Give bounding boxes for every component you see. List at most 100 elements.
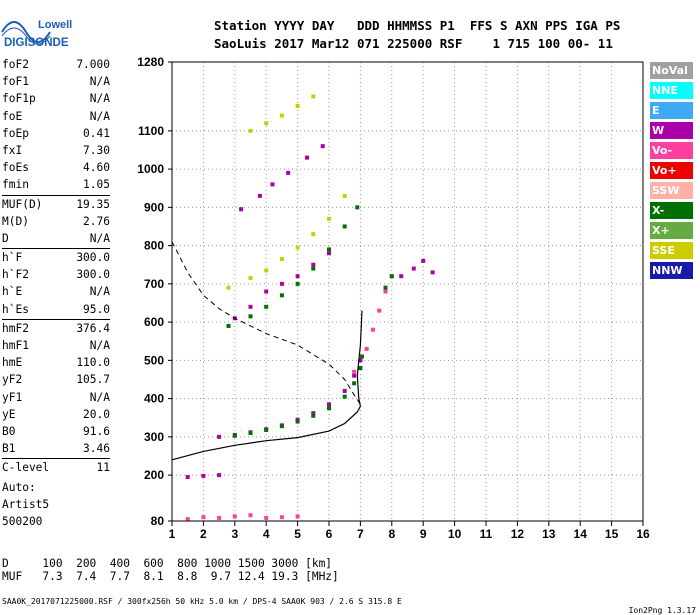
x-tick-label: 11 <box>480 527 493 541</box>
echo-point <box>359 354 364 359</box>
digisonde-wave-icon: Lowell DIGISONDE <box>1 19 72 49</box>
param-label: yF2 <box>2 373 23 387</box>
param-row: foF1 N/A <box>2 73 110 90</box>
param-row: foF1p N/A <box>2 90 110 107</box>
echo-point <box>342 224 347 229</box>
param-label: M(D) <box>2 214 29 228</box>
legend-item-noval: NoVal <box>650 62 693 79</box>
param-label: foF1p <box>2 92 36 106</box>
legend-item-w: W <box>650 122 693 139</box>
echo-point <box>320 144 325 149</box>
echo-point <box>421 258 426 263</box>
param-row: foF2 7.000 <box>2 56 110 73</box>
echo-point <box>279 293 284 298</box>
echo-point <box>295 245 300 250</box>
y-tick-label: 800 <box>144 239 164 253</box>
param-label: B0 <box>2 424 16 438</box>
echo-point <box>264 268 269 273</box>
echo-point <box>377 308 382 313</box>
autoscale-info: Auto: Artist5 500200 <box>2 479 49 530</box>
param-value: 4.60 <box>83 161 110 175</box>
density-profile-line <box>171 310 363 461</box>
echo-point <box>430 270 435 275</box>
y-tick-label: 1280 <box>137 55 164 69</box>
param-separator <box>2 318 110 320</box>
param-value: 95.0 <box>83 302 110 316</box>
auto-line1: Auto: <box>2 481 36 494</box>
param-row: h`F2 300.0 <box>2 266 110 283</box>
param-row: yF2 105.7 <box>2 371 110 388</box>
param-label: foF1 <box>2 75 29 89</box>
x-tick-label: 10 <box>448 527 462 541</box>
param-value: 7.000 <box>76 58 110 71</box>
echo-point <box>270 182 275 187</box>
echo-point <box>185 517 190 522</box>
param-separator <box>2 458 110 460</box>
echo-point <box>201 473 206 478</box>
echo-point <box>279 113 284 118</box>
param-row: hmF2 376.4 <box>2 320 110 337</box>
legend-item-x: X+ <box>650 222 693 239</box>
legend-item-nne: NNE <box>650 82 693 99</box>
echo-point <box>226 285 231 290</box>
echo-point <box>399 274 404 279</box>
header-line2: SaoLuis 2017 Mar12 071 225000 RSF 1 715 … <box>214 36 613 51</box>
param-value: 7.30 <box>83 143 110 157</box>
y-tick-label: 300 <box>144 430 164 444</box>
legend-item-vo: Vo- <box>650 142 693 159</box>
param-label: hmF1 <box>2 339 29 352</box>
y-tick-label: 200 <box>144 468 164 482</box>
echo-point <box>311 411 316 416</box>
echo-point <box>370 327 375 332</box>
param-row: fmin 1.05 <box>2 176 110 193</box>
echo-point <box>248 276 253 281</box>
echo-point <box>411 266 416 271</box>
y-tick-label: 1000 <box>137 162 164 176</box>
x-tick-label: 3 <box>231 527 238 541</box>
echo-point <box>264 289 269 294</box>
legend-item-sse: SSE <box>650 242 693 259</box>
echo-point <box>264 515 269 520</box>
echo-point <box>201 515 206 520</box>
param-value: 91.6 <box>83 424 110 438</box>
param-value: 11 <box>96 461 110 475</box>
legend-item-nnw: NNW <box>650 262 693 279</box>
legend-item-ssw: SSW <box>650 182 693 199</box>
legend-item-e: E <box>650 102 693 119</box>
echo-point <box>295 281 300 286</box>
param-label: h`E <box>2 285 23 299</box>
echo-point <box>264 427 269 432</box>
y-tick-label: 400 <box>144 392 164 406</box>
logo-line2: DIGISONDE <box>4 37 69 49</box>
param-row: hmF1 N/A <box>2 337 110 354</box>
param-value: 110.0 <box>76 356 110 370</box>
footer-file-info: SAA0K_2017071225000.RSF / 300fx256h 50 k… <box>2 597 402 606</box>
echo-point <box>279 281 284 286</box>
x-tick-label: 12 <box>511 527 525 541</box>
echo-point <box>248 431 253 436</box>
y-tick-label: 900 <box>144 200 164 214</box>
param-row: h`Es 95.0 <box>2 301 110 318</box>
param-label: foF2 <box>2 58 29 71</box>
lowell-digisonde-logo: Lowell DIGISONDE <box>0 6 82 50</box>
x-tick-label: 1 <box>169 527 176 541</box>
echo-point <box>358 358 363 363</box>
echo-point <box>248 304 253 309</box>
param-row: M(D) 2.76 <box>2 213 110 230</box>
x-tick-label: 15 <box>605 527 619 541</box>
y-tick-label: 1100 <box>138 124 164 138</box>
echo-point <box>232 514 237 519</box>
param-label: hmF2 <box>2 321 29 335</box>
legend-item-vo: Vo+ <box>650 162 693 179</box>
auto-line2: Artist5 <box>2 498 50 511</box>
echo-point <box>358 366 363 370</box>
param-row: foEp 0.41 <box>2 125 110 142</box>
param-value: 1.05 <box>83 178 110 192</box>
param-label: fmin <box>2 178 29 192</box>
param-value: N/A <box>89 92 110 106</box>
logo-line1: Lowell <box>38 19 72 31</box>
param-row: yF1 N/A <box>2 389 110 406</box>
x-tick-label: 13 <box>542 527 556 541</box>
footer: SAA0K_2017071225000.RSF / 300fx256h 50 k… <box>0 588 700 615</box>
echo-point <box>342 388 347 393</box>
